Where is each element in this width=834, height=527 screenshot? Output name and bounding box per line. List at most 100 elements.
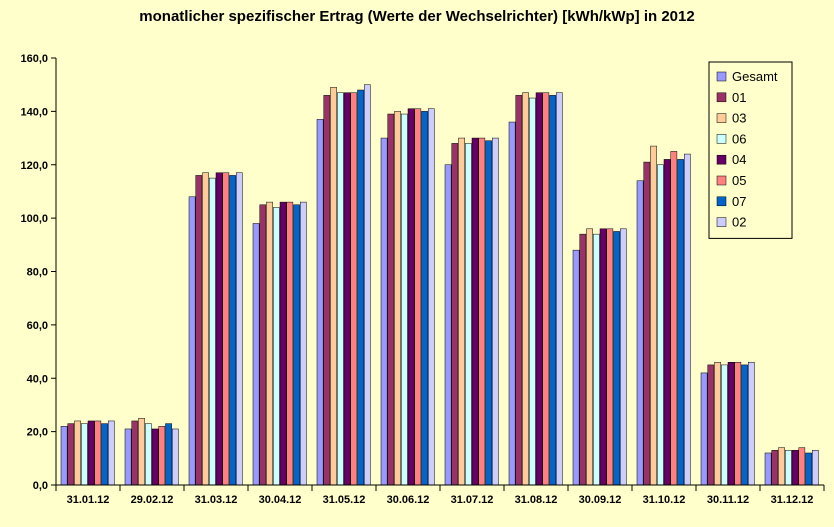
bar-06-2 (209, 177, 216, 486)
y-tick-label: 0,0 (33, 480, 48, 492)
bar-04-2 (215, 172, 223, 486)
bar-03-2 (202, 172, 209, 486)
y-tick-label: 100,0 (20, 213, 48, 225)
bar-02-7 (556, 92, 563, 486)
bar-06-7 (529, 97, 536, 486)
legend-swatch (716, 154, 727, 165)
legend-swatch (716, 92, 727, 103)
legend-label: 02 (732, 215, 746, 230)
bar-02-1 (172, 428, 179, 486)
legend-swatch (716, 196, 727, 207)
bar-01-0 (67, 423, 75, 486)
bar-03-10 (714, 361, 721, 486)
bar-01-5 (387, 113, 395, 486)
y-tick-label: 140,0 (20, 106, 48, 118)
bar-04-1 (151, 428, 159, 486)
bar-07-3 (293, 204, 300, 486)
bar-07-11 (805, 452, 812, 486)
bar-gesamt-2 (188, 196, 196, 486)
bar-03-6 (458, 137, 465, 486)
bar-01-3 (259, 204, 267, 486)
x-tick-label: 30.04.12 (259, 494, 302, 506)
bar-06-3 (273, 207, 280, 486)
bar-06-4 (337, 92, 344, 486)
legend-swatch (716, 113, 727, 123)
bar-06-6 (465, 143, 472, 486)
bar-05-5 (414, 108, 422, 486)
bar-06-8 (593, 233, 600, 486)
bar-01-2 (195, 175, 203, 486)
bar-06-5 (401, 113, 408, 486)
bar-05-9 (670, 151, 678, 486)
bar-02-3 (300, 201, 307, 486)
bar-05-7 (542, 92, 550, 486)
x-tick-label: 29.02.12 (131, 494, 174, 506)
bar-07-6 (485, 140, 492, 486)
plot-area (56, 58, 824, 485)
bar-04-8 (599, 228, 607, 486)
bar-03-4 (330, 87, 337, 486)
bar-01-10 (707, 364, 715, 486)
bar-04-4 (343, 92, 351, 486)
bar-gesamt-4 (316, 119, 324, 486)
bar-04-11 (791, 450, 799, 486)
bar-05-4 (350, 92, 358, 486)
y-tick-label: 40,0 (27, 373, 48, 385)
bar-02-2 (236, 172, 243, 486)
bar-01-7 (515, 95, 523, 486)
bar-02-4 (364, 84, 371, 486)
bar-07-9 (677, 159, 684, 486)
bar-07-8 (613, 231, 620, 486)
bar-gesamt-9 (636, 180, 644, 486)
legend-label: 06 (732, 131, 746, 146)
bar-02-8 (620, 228, 627, 486)
bar-06-1 (145, 423, 152, 486)
bar-03-3 (266, 201, 273, 486)
bar-05-11 (798, 447, 806, 486)
legend-swatch (716, 71, 727, 82)
bar-02-11 (812, 450, 819, 486)
bar-06-0 (81, 423, 88, 486)
bar-04-5 (407, 108, 415, 486)
bar-05-6 (478, 137, 486, 486)
x-tick-label: 31.07.12 (451, 494, 494, 506)
bar-04-3 (279, 201, 287, 486)
x-tick-label: 31.05.12 (323, 494, 366, 506)
bar-07-10 (741, 364, 748, 486)
bar-02-5 (428, 108, 435, 486)
bar-04-0 (87, 420, 95, 486)
bar-01-9 (643, 161, 651, 486)
bar-02-0 (108, 420, 115, 486)
x-tick-label: 30.11.12 (707, 494, 749, 506)
bar-03-9 (650, 145, 657, 486)
bar-06-11 (785, 450, 792, 486)
x-tick-label: 30.06.12 (387, 494, 430, 506)
legend-label: 07 (732, 194, 746, 209)
bar-07-2 (229, 175, 236, 486)
legend-label: 03 (732, 111, 746, 126)
legend-label: 01 (732, 90, 746, 105)
bar-gesamt-10 (700, 372, 708, 486)
x-tick-label: 31.10.12 (643, 494, 686, 506)
bar-04-10 (727, 361, 735, 486)
bar-03-0 (74, 420, 81, 486)
bar-gesamt-8 (572, 249, 580, 486)
bar-07-0 (101, 423, 108, 486)
legend-box (708, 61, 793, 239)
bar-07-4 (357, 89, 364, 486)
y-tick-label: 20,0 (27, 427, 48, 439)
bar-05-8 (606, 228, 614, 486)
bar-03-5 (394, 111, 401, 486)
bar-02-10 (748, 361, 755, 486)
bar-03-11 (778, 447, 785, 486)
x-tick-label: 31.01.12 (67, 494, 110, 506)
bar-04-9 (663, 159, 671, 486)
bar-gesamt-3 (252, 223, 260, 486)
y-tick-label: 80,0 (27, 267, 48, 279)
legend-label: 04 (732, 152, 746, 167)
bar-01-6 (451, 143, 459, 486)
bar-06-10 (721, 364, 728, 486)
bar-02-6 (492, 137, 499, 486)
